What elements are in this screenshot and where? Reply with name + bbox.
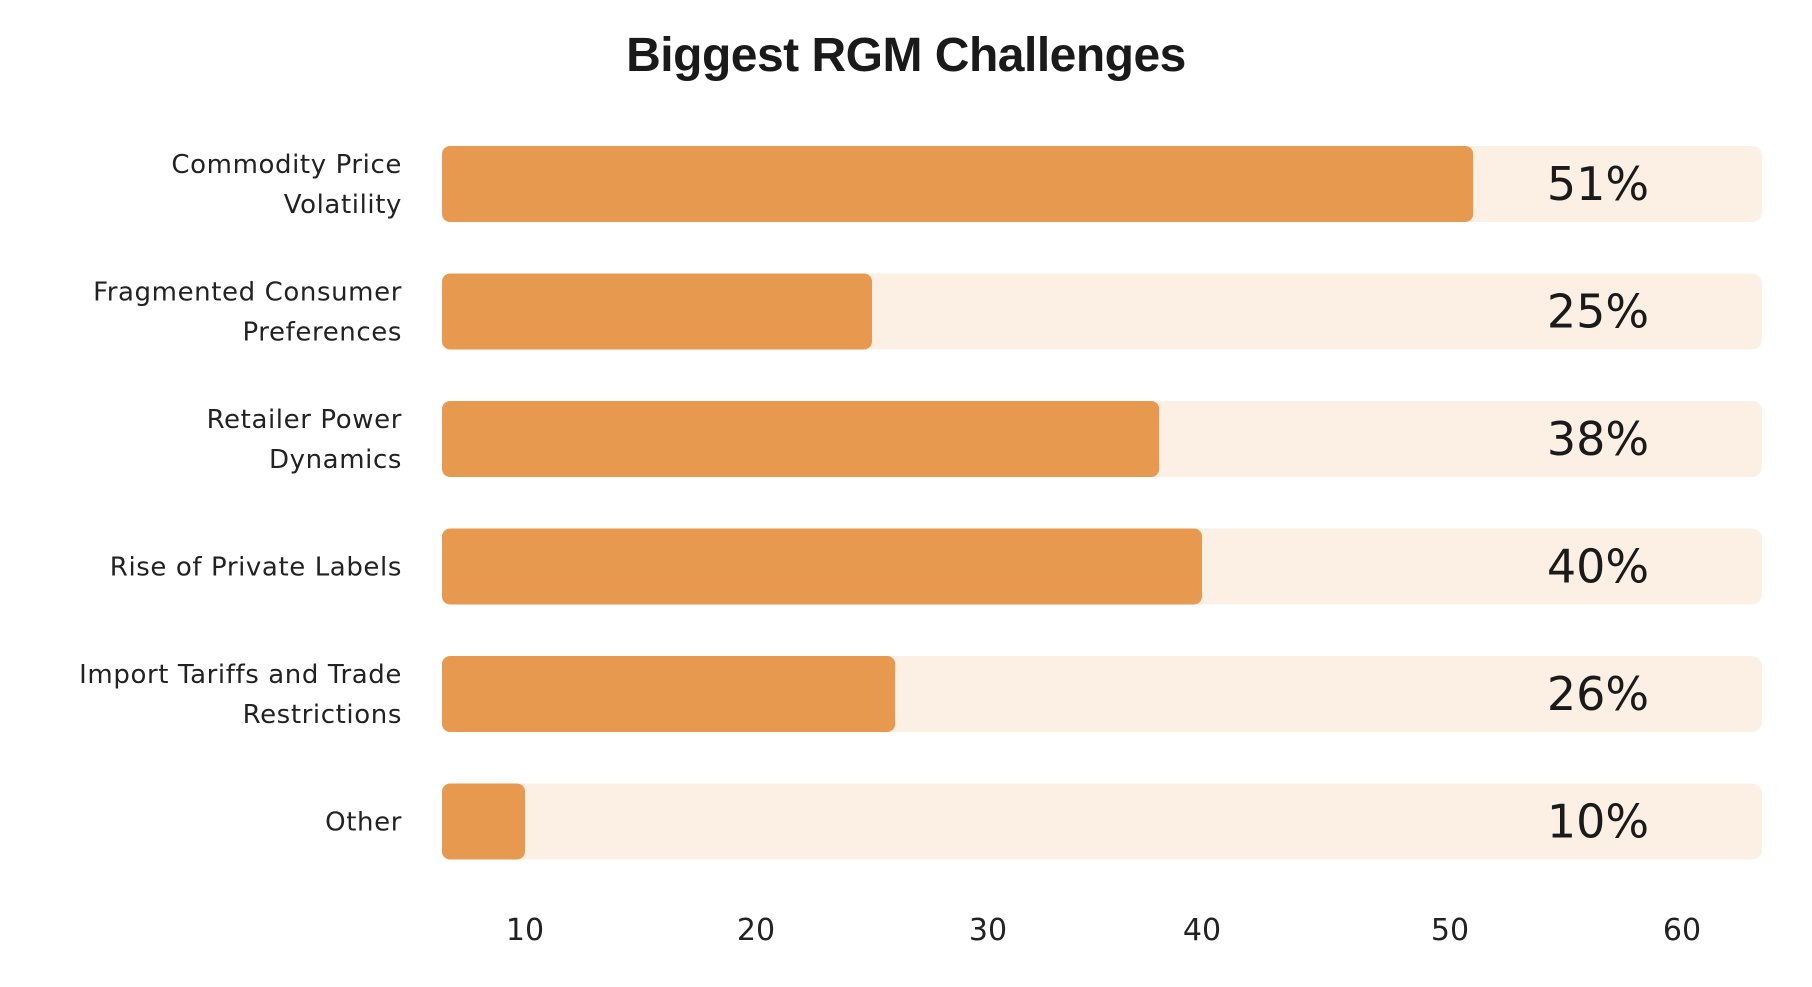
category-label: Rise of Private Labels [110, 553, 402, 583]
value-label: 25% [1547, 285, 1649, 339]
bar-row: Fragmented Consumer Preferences 25% [93, 273, 1762, 350]
x-tick-label: 60 [1663, 913, 1701, 948]
category-label: Commodity Price Volatility [171, 150, 402, 220]
x-tick-label: 10 [506, 913, 544, 948]
chart-title: Biggest RGM Challenges [626, 29, 1186, 82]
x-tick-label: 40 [1183, 913, 1221, 948]
bar-rows: Commodity Price Volatility 51% Fragmented C… [79, 146, 1762, 860]
bar-row: Other 10% [325, 783, 1762, 860]
bar [442, 146, 1474, 222]
bar-row: Commodity Price Volatility 51% [171, 146, 1762, 222]
x-tick-label: 20 [737, 913, 775, 948]
value-label: 40% [1547, 540, 1649, 594]
bar [442, 273, 872, 350]
value-label: 51% [1547, 157, 1649, 211]
category-label: Import Tariffs and Trade Restrictions [79, 660, 402, 730]
bar [442, 401, 1160, 477]
category-label: Retailer Power Dynamics [207, 405, 402, 475]
bar-row: Import Tariffs and Trade Restrictions 26% [79, 656, 1762, 732]
bar [442, 656, 896, 732]
category-label: Fragmented Consumer Preferences [93, 278, 402, 348]
bar [442, 528, 1202, 605]
x-axis-ticks: 10 20 30 40 50 60 [506, 913, 1701, 948]
value-label: 10% [1547, 795, 1649, 849]
x-tick-label: 50 [1431, 913, 1469, 948]
value-label: 26% [1547, 667, 1649, 721]
x-tick-label: 30 [969, 913, 1007, 948]
bar-row: Retailer Power Dynamics 38% [207, 401, 1762, 477]
bar [442, 783, 525, 860]
value-label: 38% [1547, 412, 1649, 466]
bar-track [442, 783, 1762, 860]
category-label: Other [325, 808, 402, 838]
bar-row: Rise of Private Labels 40% [110, 528, 1762, 605]
